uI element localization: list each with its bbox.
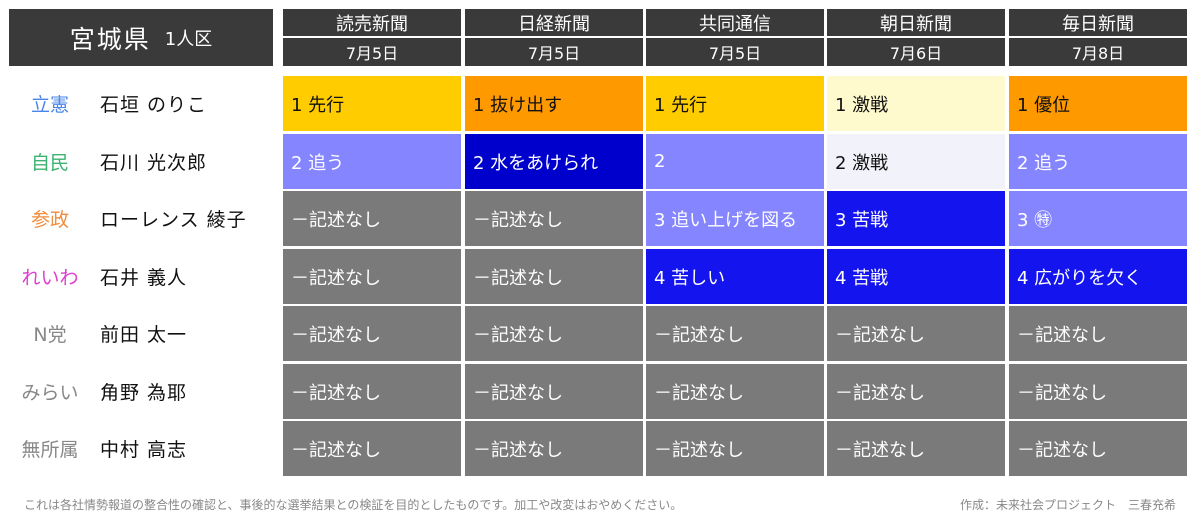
page-title: 宮城県 1人区 [9, 9, 273, 66]
footer-credit: 作成：未来社会プロジェクト 三春充希 [959, 498, 1176, 512]
assessment-cell: －記述なし [827, 306, 1005, 361]
survey-date: 7月5日 [283, 38, 461, 66]
prefecture-title: 宮城県 [69, 24, 151, 54]
district-type: 1人区 [164, 28, 213, 50]
assessment-cell: －記述なし [1009, 306, 1187, 361]
newspaper-name: 読売新聞 [283, 9, 461, 36]
party-name: みらい [21, 382, 79, 404]
assessment-cell: 2 追う [283, 134, 461, 189]
assessment-cell: 1 先行 [283, 76, 461, 131]
candidate-name: 前田 太一 [100, 324, 188, 346]
candidate-name: 中村 高志 [100, 439, 188, 461]
column-header: 毎日新聞 7月8日 [1009, 9, 1187, 66]
assessment-cell: －記述なし [827, 364, 1005, 419]
assessment-cell: －記述なし [283, 364, 461, 419]
candidate-row-label: 参政 ローレンス 綾子 [0, 191, 280, 246]
assessment-cell: －記述なし [283, 191, 461, 246]
assessment-cell: －記述なし [646, 421, 824, 476]
survey-date: 7月8日 [1009, 38, 1187, 66]
column-header: 朝日新聞 7月6日 [827, 9, 1005, 66]
assessment-cell: －記述なし [827, 421, 1005, 476]
assessment-cell: －記述なし [1009, 364, 1187, 419]
newspaper-name: 毎日新聞 [1009, 9, 1187, 36]
assessment-cell: －記述なし [283, 306, 461, 361]
candidate-name: 石川 光次郎 [100, 152, 208, 174]
survey-date: 7月5日 [465, 38, 643, 66]
assessment-cell: －記述なし [1009, 421, 1187, 476]
assessment-cell: －記述なし [283, 249, 461, 304]
candidate-row-label: れいわ 石井 義人 [0, 249, 280, 304]
assessment-cell: 1 先行 [646, 76, 824, 131]
candidate-name: 石井 義人 [100, 267, 188, 289]
assessment-cell: 3 追い上げを図る [646, 191, 824, 246]
party-name: 参政 [30, 209, 69, 231]
assessment-cell: 1 激戦 [827, 76, 1005, 131]
assessment-cell: 3 ㊕ [1009, 191, 1187, 246]
assessment-cell: －記述なし [465, 364, 643, 419]
assessment-cell: 2 水をあけられ [465, 134, 643, 189]
assessment-cell: －記述なし [283, 421, 461, 476]
survey-date: 7月5日 [646, 38, 824, 66]
assessment-cell: 4 苦しい [646, 249, 824, 304]
assessment-cell: 4 広がりを欠く [1009, 249, 1187, 304]
assessment-cell: 2 [646, 134, 824, 189]
assessment-cell: －記述なし [646, 306, 824, 361]
assessment-cell: －記述なし [465, 191, 643, 246]
candidate-row-label: みらい 角野 為耶 [0, 364, 280, 419]
survey-date: 7月6日 [827, 38, 1005, 66]
column-header: 読売新聞 7月5日 [283, 9, 461, 66]
column-header: 共同通信 7月5日 [646, 9, 824, 66]
party-name: N党 [33, 324, 67, 346]
column-header: 日経新聞 7月5日 [465, 9, 643, 66]
party-name: 立憲 [30, 94, 69, 116]
assessment-cell: －記述なし [465, 249, 643, 304]
assessment-cell: －記述なし [646, 364, 824, 419]
newspaper-name: 共同通信 [646, 9, 824, 36]
assessment-cell: －記述なし [465, 306, 643, 361]
candidate-row-label: N党 前田 太一 [0, 306, 280, 361]
candidate-row-label: 無所属 中村 高志 [0, 421, 280, 476]
party-name: 無所属 [21, 439, 79, 461]
assessment-cell: 1 優位 [1009, 76, 1187, 131]
assessment-cell: 2 激戦 [827, 134, 1005, 189]
assessment-cell: 3 苦戦 [827, 191, 1005, 246]
newspaper-name: 日経新聞 [465, 9, 643, 36]
party-name: れいわ [21, 267, 79, 289]
candidate-name: 石垣 のりこ [100, 94, 208, 116]
candidate-name: 角野 為耶 [100, 382, 188, 404]
party-name: 自民 [30, 152, 69, 174]
candidate-row-label: 立憲 石垣 のりこ [0, 76, 280, 131]
footer-note: これは各社情勢報道の整合性の確認と、事後的な選挙結果との検証を目的としたものです… [24, 498, 683, 512]
newspaper-name: 朝日新聞 [827, 9, 1005, 36]
candidate-name: ローレンス 綾子 [100, 209, 247, 231]
assessment-cell: －記述なし [465, 421, 643, 476]
assessment-cell: 4 苦戦 [827, 249, 1005, 304]
assessment-cell: 1 抜け出す [465, 76, 643, 131]
candidate-row-label: 自民 石川 光次郎 [0, 134, 280, 189]
assessment-cell: 2 追う [1009, 134, 1187, 189]
